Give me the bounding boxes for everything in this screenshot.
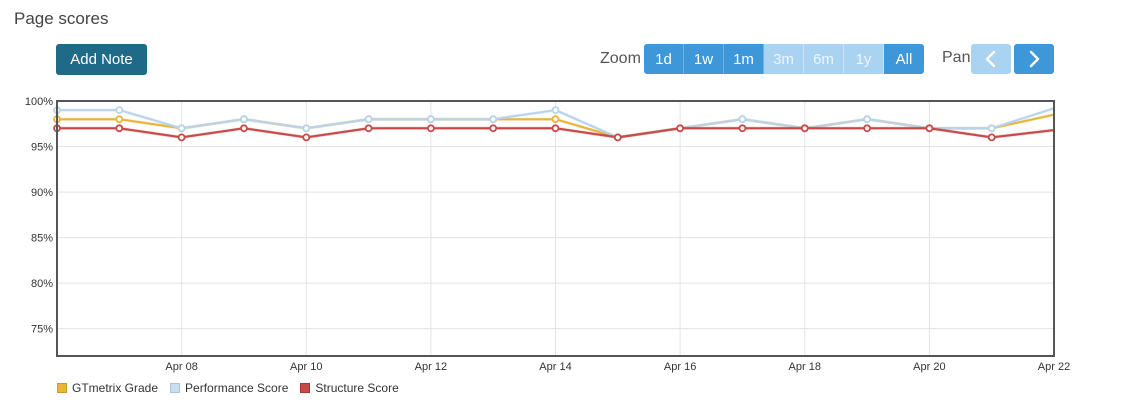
data-point-structure-score[interactable] (364, 124, 373, 133)
x-tick-label: Apr 10 (290, 361, 322, 373)
pan-prev-button[interactable] (971, 44, 1011, 74)
y-tick-label: 100% (25, 96, 53, 108)
legend-label: Performance Score (185, 381, 289, 395)
add-note-button[interactable]: Add Note (56, 44, 147, 75)
data-point-performance-score[interactable] (863, 115, 871, 124)
page-title: Page scores (14, 9, 109, 28)
data-point-structure-score[interactable] (676, 124, 684, 133)
zoom-6m-button[interactable]: 6m (804, 44, 844, 74)
legend-item-performance-score[interactable]: Performance Score (170, 381, 288, 395)
legend-item-structure-score[interactable]: Structure Score (300, 381, 399, 395)
zoom-1y-button[interactable]: 1y (844, 44, 884, 74)
data-point-structure-score[interactable] (738, 124, 747, 133)
legend-swatch (57, 383, 67, 393)
data-point-performance-score[interactable] (426, 115, 435, 124)
data-point-structure-score[interactable] (800, 124, 809, 133)
data-point-structure-score[interactable] (551, 124, 560, 133)
zoom-button-group: 1d 1w 1m 3m 6m 1y All (644, 44, 924, 74)
data-point-performance-score[interactable] (302, 124, 311, 133)
legend-swatch (300, 383, 311, 393)
x-tick-label: Apr 20 (913, 361, 945, 373)
plot-frame (56, 100, 1055, 357)
zoom-all-button[interactable]: All (884, 44, 924, 74)
data-point-performance-score[interactable] (551, 106, 560, 115)
data-point-performance-score[interactable] (177, 124, 186, 133)
data-point-performance-score[interactable] (239, 115, 248, 124)
zoom-3m-button[interactable]: 3m (764, 44, 804, 74)
y-tick-label: 90% (31, 187, 53, 199)
data-point-gtmetrix-grade[interactable] (115, 115, 124, 124)
y-tick-label: 85% (31, 233, 53, 245)
score-line-chart: 100% 95% 90% 85% 80% 75% Apr 08 Apr 10 Apr 12 Apr… (25, 96, 1070, 373)
data-point-gtmetrix-grade[interactable] (551, 115, 560, 124)
data-point-structure-score[interactable] (925, 124, 934, 133)
zoom-1w-button[interactable]: 1w (684, 44, 724, 74)
zoom-1d-button[interactable]: 1d (644, 44, 684, 74)
data-point-performance-score[interactable] (987, 124, 996, 133)
x-tick-label: Apr 14 (539, 361, 571, 373)
data-point-structure-score[interactable] (613, 133, 622, 142)
zoom-1m-button[interactable]: 1m (724, 44, 764, 74)
chevron-right-icon (1029, 50, 1040, 68)
x-tick-label: Apr 08 (165, 361, 197, 373)
x-tick-label: Apr 18 (789, 361, 821, 373)
data-point-structure-score[interactable] (863, 124, 871, 133)
legend-label: Structure Score (315, 381, 399, 395)
data-point-structure-score[interactable] (987, 133, 996, 142)
y-tick-label: 75% (31, 324, 53, 336)
legend-label: GTmetrix Grade (72, 381, 159, 395)
data-point-structure-score[interactable] (302, 133, 311, 142)
x-tick-label: Apr 12 (415, 361, 447, 373)
data-point-structure-score[interactable] (426, 124, 435, 133)
zoom-label: Zoom (600, 50, 641, 67)
data-point-structure-score[interactable] (489, 124, 498, 133)
x-tick-label: Apr 16 (664, 361, 696, 373)
data-point-performance-score[interactable] (738, 115, 747, 124)
legend-item-gtmetrix-grade[interactable]: GTmetrix Grade (57, 381, 158, 395)
pan-label: Pan (942, 49, 971, 66)
legend-swatch (170, 383, 181, 393)
chart-legend: GTmetrix Grade Performance Score Structu… (57, 381, 411, 395)
pan-next-button[interactable] (1014, 44, 1054, 74)
y-tick-label: 80% (31, 278, 53, 290)
data-point-structure-score[interactable] (177, 133, 186, 142)
chevron-left-icon (985, 50, 996, 68)
data-point-performance-score[interactable] (489, 115, 498, 124)
y-tick-label: 95% (31, 142, 53, 154)
data-point-performance-score[interactable] (364, 115, 373, 124)
data-point-performance-score[interactable] (115, 106, 124, 115)
data-point-structure-score[interactable] (239, 124, 248, 133)
data-point-structure-score[interactable] (115, 124, 124, 133)
x-tick-label: Apr 22 (1038, 361, 1070, 373)
